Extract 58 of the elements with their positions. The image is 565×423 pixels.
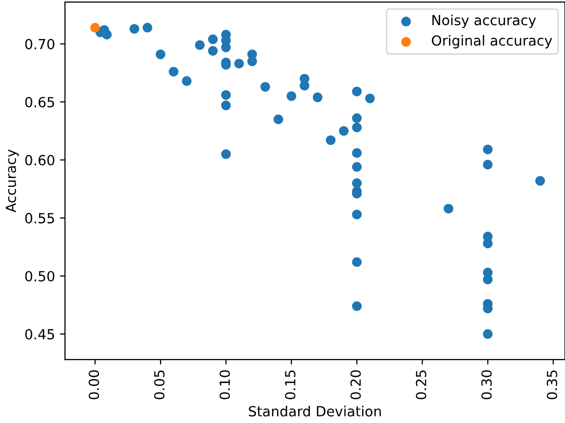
- point: [352, 210, 362, 220]
- point: [102, 30, 112, 40]
- point: [535, 176, 545, 186]
- point: [260, 82, 270, 92]
- point: [482, 238, 493, 248]
- point: [352, 148, 362, 158]
- point: [208, 34, 218, 44]
- x-tick-label: 0.25: [416, 370, 426, 400]
- point: [247, 56, 258, 66]
- point: [208, 46, 218, 56]
- point: [300, 80, 310, 91]
- point: [194, 40, 205, 50]
- point: [90, 22, 100, 33]
- point: [286, 91, 296, 101]
- y-axis-title: Accuracy: [6, 150, 19, 212]
- y-tick-label: 0.45: [25, 328, 54, 340]
- point: [352, 122, 362, 132]
- x-tick-label: 0.35: [546, 370, 558, 400]
- point: [352, 113, 362, 124]
- point: [482, 329, 493, 339]
- point: [482, 144, 493, 154]
- x-tick-label: 0.05: [154, 370, 165, 400]
- point: [221, 100, 231, 110]
- point: [182, 76, 192, 86]
- point: [365, 94, 375, 104]
- point: [234, 58, 244, 68]
- point: [326, 135, 336, 146]
- point: [352, 257, 362, 267]
- point: [221, 149, 231, 159]
- point: [156, 49, 166, 60]
- point: [444, 204, 454, 214]
- y-tick-label: 0.55: [25, 212, 54, 224]
- x-tick-label: 0.30: [481, 370, 492, 400]
- point: [221, 90, 231, 100]
- point: [129, 24, 140, 34]
- point: [352, 86, 362, 96]
- x-tick-label: 0.10: [220, 370, 230, 400]
- y-tick-label: 0.50: [25, 270, 54, 282]
- x-tick-label: 0.15: [284, 370, 296, 400]
- point: [168, 66, 178, 77]
- point: [352, 178, 362, 188]
- point: [221, 42, 231, 52]
- y-tick-label: 0.70: [25, 38, 54, 50]
- point: [482, 160, 493, 170]
- point: [352, 162, 362, 172]
- legend-label: Noisy accuracy: [432, 14, 536, 28]
- x-tick-label: 0.00: [88, 370, 100, 400]
- point: [338, 126, 349, 136]
- x-tick-label: 0.20: [350, 370, 361, 400]
- legend-label: Original accuracy: [432, 35, 552, 48]
- point: [352, 301, 362, 312]
- y-tick-label: 0.60: [25, 154, 54, 166]
- x-axis-title: Standard Deviation: [248, 406, 381, 417]
- point: [273, 114, 284, 124]
- point: [482, 274, 493, 284]
- point: [142, 22, 152, 33]
- point: [312, 92, 322, 102]
- y-tick-label: 0.65: [25, 96, 54, 108]
